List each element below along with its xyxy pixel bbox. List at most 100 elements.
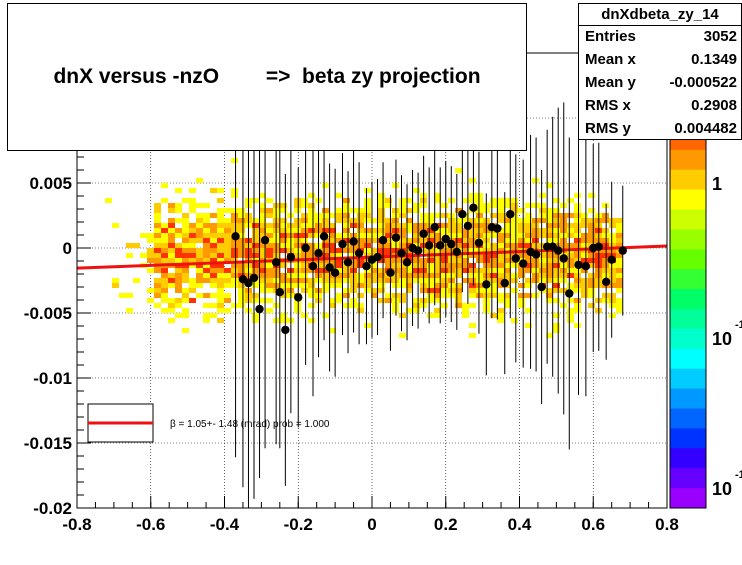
- histogram-cell: [371, 263, 378, 268]
- data-point: [386, 268, 395, 277]
- histogram-cell: [588, 303, 595, 308]
- histogram-cell: [455, 303, 462, 308]
- histogram-cell: [455, 273, 462, 278]
- histogram-cell: [329, 233, 336, 238]
- histogram-cell: [133, 278, 140, 283]
- histogram-cell: [497, 298, 504, 303]
- histogram-cell: [126, 253, 133, 258]
- histogram-cell: [434, 238, 441, 243]
- histogram-cell: [602, 213, 609, 218]
- histogram-cell: [238, 223, 245, 228]
- stat-label: Mean y: [585, 74, 636, 91]
- histogram-cell: [399, 203, 406, 208]
- histogram-cell: [189, 278, 196, 283]
- histogram-cell: [182, 278, 189, 283]
- histogram-cell: [189, 283, 196, 288]
- histogram-cell: [546, 253, 553, 258]
- profile-point: [338, 153, 347, 336]
- histogram-cell: [357, 218, 364, 223]
- histogram-cell: [574, 273, 581, 278]
- histogram-cell: [329, 243, 336, 248]
- data-point: [594, 242, 603, 251]
- histogram-cell: [161, 278, 168, 283]
- page-title: dnX versus -nzO => beta zy projection: [53, 65, 481, 88]
- histogram-cell: [532, 278, 539, 283]
- histogram-cell: [266, 273, 273, 278]
- histogram-cell: [616, 298, 623, 303]
- histogram-cell: [434, 273, 441, 278]
- histogram-cell: [385, 198, 392, 203]
- data-point: [275, 288, 285, 297]
- histogram-cell: [168, 298, 175, 303]
- histogram-cell: [497, 243, 504, 248]
- histogram-cell: [609, 293, 616, 298]
- histogram-cell: [252, 228, 259, 233]
- histogram-cell: [546, 258, 553, 263]
- histogram-cell: [525, 238, 532, 243]
- histogram-cell: [294, 283, 301, 288]
- histogram-cell: [588, 238, 595, 243]
- histogram-cell: [252, 253, 259, 258]
- data-point: [506, 210, 515, 219]
- histogram-cell: [497, 273, 504, 278]
- histogram-cell: [553, 228, 560, 233]
- histogram-cell: [329, 283, 336, 288]
- histogram-cell: [357, 213, 364, 218]
- histogram-cell: [539, 228, 546, 233]
- y-tick-label: 0: [63, 239, 72, 258]
- histogram-cell: [196, 248, 203, 253]
- histogram-cell: [210, 253, 217, 258]
- histogram-cell: [567, 198, 574, 203]
- histogram-cell: [210, 228, 217, 233]
- profile-point: [391, 159, 401, 316]
- histogram-cell: [539, 273, 546, 278]
- histogram-cell: [546, 268, 553, 273]
- histogram-cell: [546, 238, 553, 243]
- histogram-cell: [231, 263, 238, 268]
- profile-point: [581, 136, 591, 397]
- histogram-cell: [252, 238, 259, 243]
- histogram-cell: [518, 303, 525, 308]
- histogram-cell: [378, 193, 385, 198]
- histogram-cell: [441, 303, 448, 308]
- histogram-cell: [336, 208, 343, 213]
- histogram-cell: [210, 303, 217, 308]
- color-scale-band: [670, 289, 706, 310]
- histogram-cell: [490, 243, 497, 248]
- histogram-cell: [322, 183, 329, 188]
- histogram-cell: [490, 253, 497, 258]
- profile-point: [436, 167, 445, 324]
- histogram-cell: [280, 228, 287, 233]
- histogram-cell: [280, 218, 287, 223]
- histogram-cell: [539, 193, 546, 198]
- histogram-cell: [455, 228, 462, 233]
- histogram-cell: [182, 268, 189, 273]
- histogram-cell: [217, 268, 224, 273]
- histogram-cell: [301, 263, 308, 268]
- color-scale-band: [670, 149, 706, 171]
- histogram-cell: [469, 293, 476, 298]
- histogram-cell: [511, 233, 518, 238]
- histogram-cell: [154, 258, 161, 263]
- histogram-cell: [196, 238, 203, 243]
- histogram-cell: [609, 218, 616, 223]
- histogram-cell: [602, 273, 609, 278]
- histogram-cell: [399, 213, 406, 218]
- histogram-cell: [161, 293, 168, 298]
- histogram-cell: [399, 233, 406, 238]
- histogram-cell: [546, 288, 553, 293]
- histogram-cell: [574, 228, 581, 233]
- histogram-cell: [511, 318, 518, 323]
- histogram-cell: [364, 243, 371, 248]
- histogram-cell: [469, 268, 476, 273]
- histogram-cell: [546, 273, 553, 278]
- histogram-cell: [175, 203, 182, 208]
- histogram-cell: [308, 228, 315, 233]
- histogram-cell: [427, 313, 434, 318]
- histogram-cell: [154, 293, 161, 298]
- histogram-cell: [294, 218, 301, 223]
- histogram-cell: [497, 278, 504, 283]
- histogram-cell: [553, 283, 560, 288]
- histogram-cell: [427, 218, 434, 223]
- histogram-cell: [238, 238, 245, 243]
